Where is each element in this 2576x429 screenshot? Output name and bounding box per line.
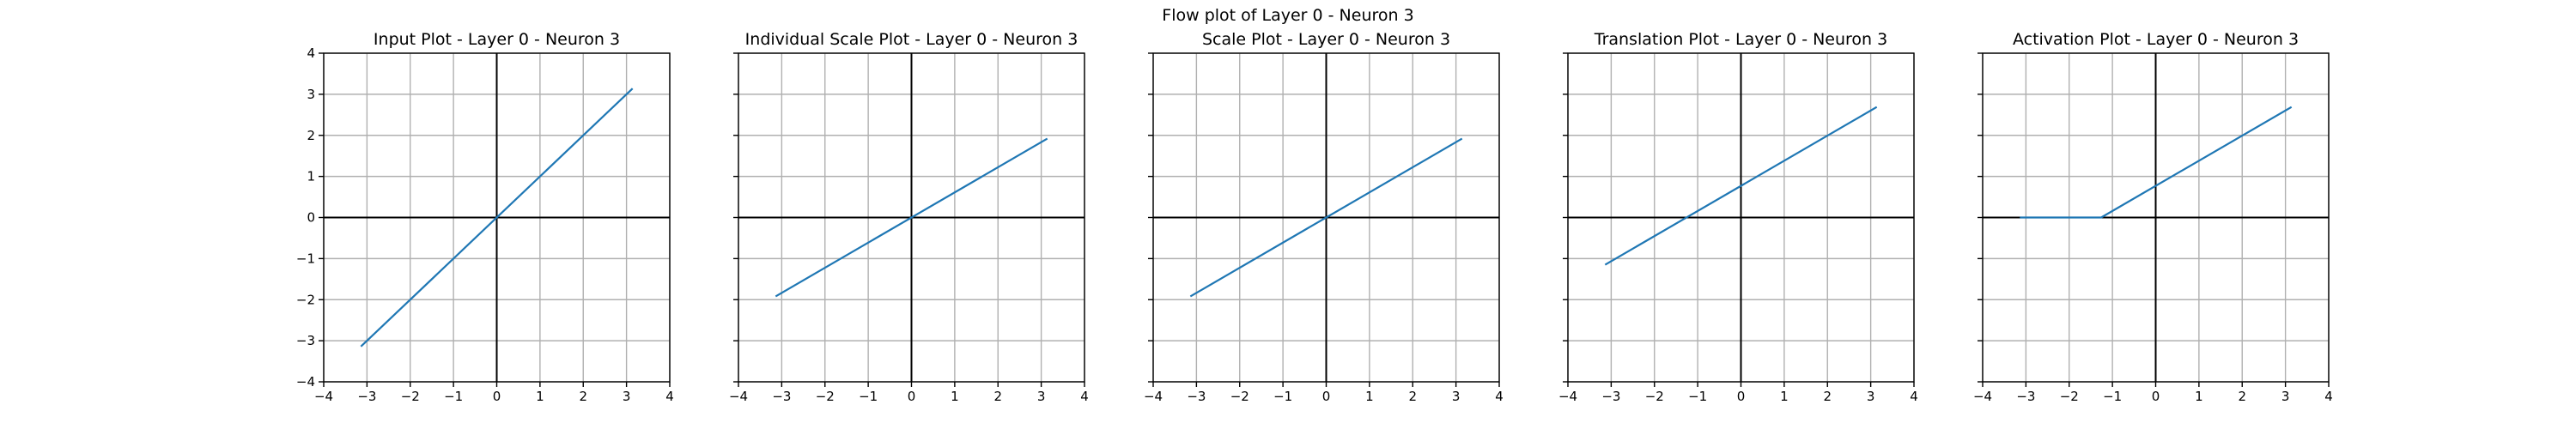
subplot-1: Input Plot - Layer 0 - Neuron 3 −4 −3 −2 −1 0…: [296, 30, 674, 404]
x-tick-label: 0: [2152, 389, 2160, 404]
subplot-5: Activation Plot - Layer 0 - Neuron 3 −4 −3…: [1973, 30, 2333, 404]
x-tick-label: 3: [623, 389, 631, 404]
figure-suptitle: Flow plot of Layer 0 - Neuron 3: [1162, 6, 1413, 25]
x-tick-label: −4: [1973, 389, 1992, 404]
y-tick-label: 0: [307, 210, 315, 226]
subplot-title: Activation Plot - Layer 0 - Neuron 3: [2013, 30, 2299, 49]
x-tick-label: 1: [1780, 389, 1789, 404]
x-tick-label: 2: [1408, 389, 1417, 404]
x-tick-label: −4: [314, 389, 333, 404]
x-tick-label: −1: [2103, 389, 2122, 404]
x-tick-label: 4: [1910, 389, 1918, 404]
x-tick-label: 2: [2238, 389, 2246, 404]
x-tick-label: −2: [2060, 389, 2079, 404]
x-tick-label: −3: [2016, 389, 2035, 404]
y-tick-label: 2: [307, 128, 315, 143]
subplot-2: Individual Scale Plot - Layer 0 - Neuron…: [729, 30, 1089, 404]
x-tick-label: −3: [1187, 389, 1206, 404]
y-tick-label: −1: [296, 251, 315, 266]
y-tick-label: 4: [307, 45, 315, 61]
x-tick-label: 0: [1322, 389, 1331, 404]
x-tick-label: 0: [1737, 389, 1746, 404]
x-tick-label: 1: [536, 389, 544, 404]
x-tick-label: −3: [772, 389, 791, 404]
series-line: [775, 137, 1048, 298]
x-tick-label: −1: [859, 389, 878, 404]
x-tick-label: 4: [665, 389, 674, 404]
x-tick-label: −1: [1273, 389, 1292, 404]
x-tick-label: −4: [1144, 389, 1163, 404]
x-tick-label: 3: [1867, 389, 1875, 404]
series-line: [1604, 106, 1878, 266]
x-tick-label: −2: [816, 389, 835, 404]
x-tick-label: −4: [1558, 389, 1577, 404]
subplot-4: Translation Plot - Layer 0 - Neuron 3 −4 −…: [1558, 30, 1918, 404]
x-tick-label: −2: [401, 389, 420, 404]
x-tick-label: 4: [1495, 389, 1504, 404]
x-tick-label: 0: [908, 389, 916, 404]
x-tick-label: 0: [493, 389, 501, 404]
x-tick-label: −4: [729, 389, 748, 404]
x-tick-label: 4: [2324, 389, 2333, 404]
y-tick-label: −2: [296, 292, 315, 307]
x-tick-label: 1: [1365, 389, 1374, 404]
subplot-title: Individual Scale Plot - Layer 0 - Neuron…: [745, 30, 1078, 49]
x-tick-label: 2: [1823, 389, 1832, 404]
y-tick-label: −3: [296, 333, 315, 348]
x-tick-label: 2: [993, 389, 1002, 404]
subplot-panels: Input Plot - Layer 0 - Neuron 3 −4 −3 −2 −1 0…: [296, 30, 2333, 404]
series-line: [2020, 106, 2293, 219]
x-tick-label: −2: [1230, 389, 1249, 404]
subplot-title: Scale Plot - Layer 0 - Neuron 3: [1202, 30, 1450, 49]
x-tick-label: −1: [444, 389, 463, 404]
x-tick-label: 3: [2281, 389, 2290, 404]
y-tick-label: 3: [307, 87, 315, 102]
x-tick-label: 4: [1080, 389, 1089, 404]
series-line: [1189, 137, 1463, 298]
subplot-title: Input Plot - Layer 0 - Neuron 3: [374, 30, 620, 49]
subplot-3: Scale Plot - Layer 0 - Neuron 3 −4 −3 −2 −1 0…: [1144, 30, 1504, 404]
x-tick-label: 2: [579, 389, 587, 404]
x-tick-label: −2: [1645, 389, 1664, 404]
x-tick-label: −1: [1688, 389, 1707, 404]
x-tick-label: 1: [2195, 389, 2203, 404]
y-tick-label: −4: [296, 374, 315, 390]
x-tick-label: −3: [357, 389, 376, 404]
x-tick-label: 3: [1037, 389, 1046, 404]
y-tick-label: 1: [307, 169, 315, 184]
series-line: [360, 88, 634, 347]
x-tick-label: 3: [1452, 389, 1461, 404]
subplot-title: Translation Plot - Layer 0 - Neuron 3: [1594, 30, 1887, 49]
x-tick-label: 1: [951, 389, 959, 404]
x-tick-label: −3: [1601, 389, 1620, 404]
